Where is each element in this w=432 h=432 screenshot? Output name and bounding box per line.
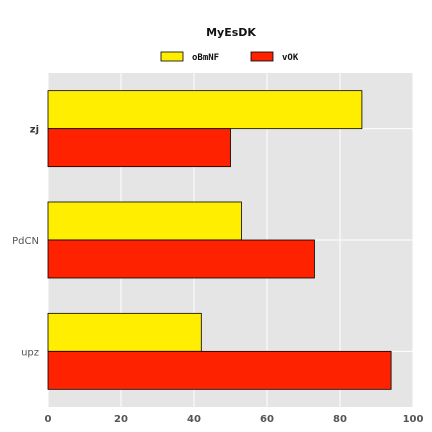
bar-oBmNF-upz [47, 312, 202, 352]
bar-oBmNF-zj [47, 90, 363, 130]
x-tick-label: 40 [187, 414, 201, 425]
legend-swatch-vOK [250, 51, 274, 62]
x-axis-ticks: 0 20 40 60 80 100 [45, 414, 424, 425]
y-axis-ticks: upz PdCN zj [12, 125, 39, 359]
legend-label-vOK: vOK [282, 53, 299, 63]
y-tick-label: PdCN [12, 236, 39, 247]
chart-title: MyEsDK [206, 26, 256, 39]
bar-vOK-PdCN [47, 239, 315, 279]
legend-label-oBmNF: oBmNF [192, 53, 219, 63]
x-tick-label: 80 [333, 414, 347, 425]
legend-swatch-oBmNF [160, 51, 184, 62]
x-tick-label: 0 [45, 414, 52, 425]
bars [47, 90, 392, 390]
bar-oBmNF-PdCN [47, 201, 242, 241]
y-tick-label: upz [21, 347, 39, 358]
x-tick-label: 20 [114, 414, 128, 425]
x-tick-label: 60 [260, 414, 274, 425]
legend: oBmNF vOK [160, 51, 299, 63]
y-tick-label: zj [30, 125, 39, 136]
bar-vOK-zj [47, 128, 231, 168]
bar-vOK-upz [47, 350, 392, 390]
x-tick-label: 100 [403, 414, 424, 425]
